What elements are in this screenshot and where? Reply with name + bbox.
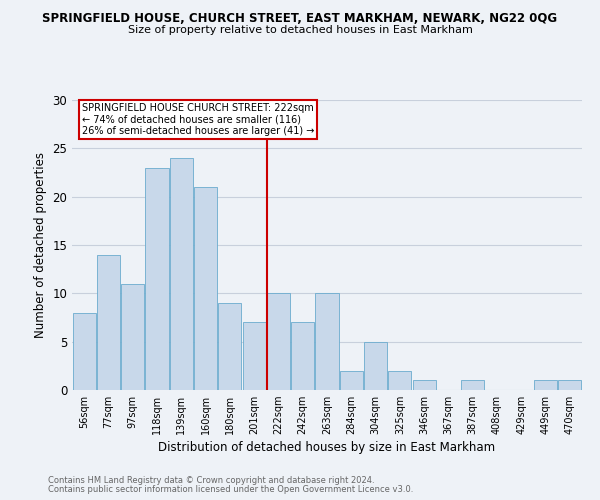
- Text: Size of property relative to detached houses in East Markham: Size of property relative to detached ho…: [128, 25, 472, 35]
- Bar: [316, 294, 338, 390]
- Text: Contains HM Land Registry data © Crown copyright and database right 2024.: Contains HM Land Registry data © Crown c…: [48, 476, 374, 485]
- Bar: [461, 380, 484, 390]
- Bar: [73, 312, 95, 390]
- Bar: [121, 284, 144, 390]
- Y-axis label: Number of detached properties: Number of detached properties: [34, 152, 47, 338]
- Bar: [170, 158, 193, 390]
- X-axis label: Distribution of detached houses by size in East Markham: Distribution of detached houses by size …: [158, 442, 496, 454]
- Bar: [267, 294, 290, 390]
- Bar: [388, 370, 412, 390]
- Bar: [364, 342, 387, 390]
- Bar: [291, 322, 314, 390]
- Bar: [97, 254, 120, 390]
- Text: SPRINGFIELD HOUSE, CHURCH STREET, EAST MARKHAM, NEWARK, NG22 0QG: SPRINGFIELD HOUSE, CHURCH STREET, EAST M…: [43, 12, 557, 26]
- Bar: [559, 380, 581, 390]
- Bar: [340, 370, 363, 390]
- Bar: [413, 380, 436, 390]
- Bar: [194, 187, 217, 390]
- Bar: [145, 168, 169, 390]
- Bar: [218, 303, 241, 390]
- Bar: [242, 322, 266, 390]
- Bar: [534, 380, 557, 390]
- Text: SPRINGFIELD HOUSE CHURCH STREET: 222sqm
← 74% of detached houses are smaller (11: SPRINGFIELD HOUSE CHURCH STREET: 222sqm …: [82, 103, 314, 136]
- Text: Contains public sector information licensed under the Open Government Licence v3: Contains public sector information licen…: [48, 485, 413, 494]
